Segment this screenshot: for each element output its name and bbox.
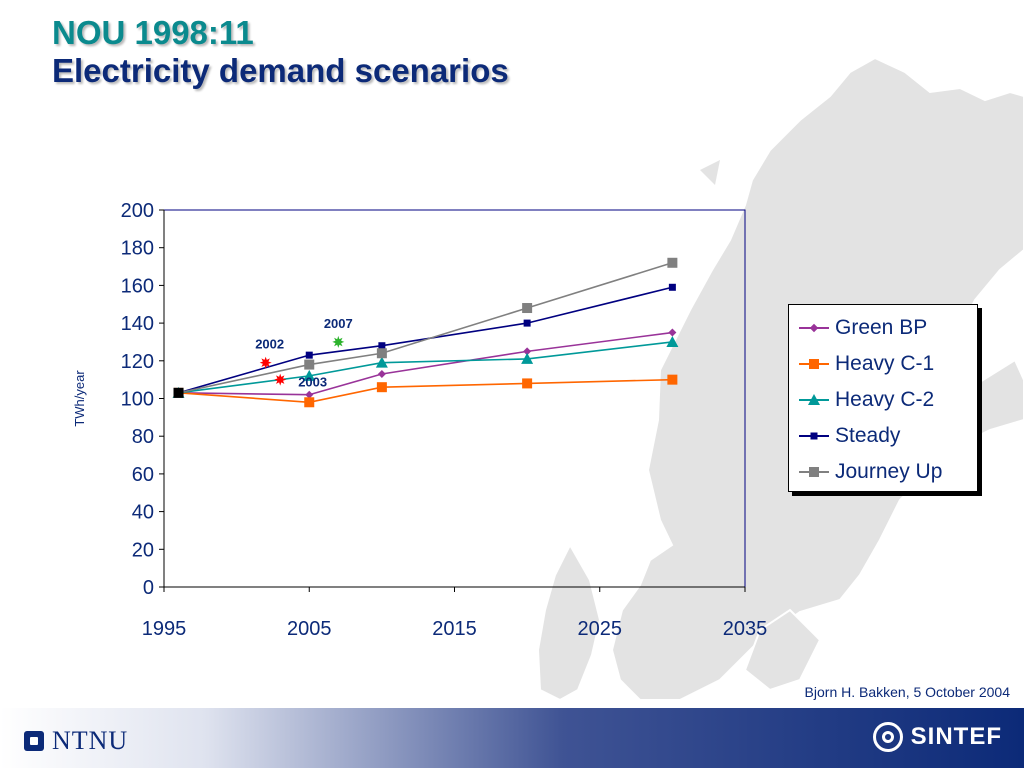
series-point-3	[378, 342, 386, 350]
annotation-label-2002: 2002	[255, 337, 284, 352]
y-tick-label: 180	[121, 238, 154, 260]
legend-swatch	[797, 429, 831, 443]
chart-annotations: 2002 2003 2007	[255, 316, 353, 390]
series-point-3	[305, 351, 313, 359]
series-point-1	[376, 382, 387, 393]
legend-label: Green BP	[835, 316, 928, 339]
series-line-4	[178, 262, 673, 394]
x-tick-label: 2005	[287, 618, 332, 640]
annotation-star-2007	[332, 335, 345, 348]
x-tick-label: 1995	[142, 618, 187, 640]
series-point-4	[667, 257, 678, 268]
legend-item: Green BP	[797, 313, 927, 343]
demand-line-chart: 0 20 40 60 80 100 120 140 160 180 200 1995 2005 2015 2…	[72, 200, 767, 640]
annotation-star-2002	[259, 356, 272, 369]
legend-label: Journey Up	[835, 460, 943, 483]
y-tick-label: 160	[121, 275, 154, 297]
series-point-0	[305, 390, 314, 399]
series-point-4	[522, 303, 533, 314]
footer-bar: NTNU SINTEF	[0, 708, 1024, 768]
series-point-0	[668, 328, 677, 337]
series-point-2	[303, 369, 316, 381]
x-tick-label: 2015	[432, 618, 477, 640]
start-point-marker	[173, 387, 184, 398]
y-tick-label: 60	[132, 464, 154, 486]
slide-title: NOU 1998:11 Electricity demand scenarios	[52, 14, 509, 90]
x-tick-label: 2035	[723, 618, 768, 640]
annotation-star-2003	[274, 373, 287, 386]
y-tick-label: 120	[121, 351, 154, 373]
series-point-4	[376, 348, 387, 359]
series-point-1	[304, 397, 315, 408]
y-tick-label: 0	[143, 577, 154, 599]
legend-item: Steady	[797, 421, 900, 451]
ntnu-square-icon	[24, 731, 44, 751]
legend-swatch	[797, 465, 831, 479]
y-tick-label: 140	[121, 313, 154, 335]
series-point-0	[377, 369, 386, 378]
series-point-2	[375, 356, 388, 368]
legend-swatch	[797, 357, 831, 371]
series-point-1	[522, 378, 533, 389]
y-tick-label: 40	[132, 502, 154, 524]
ntnu-logo-text: NTNU	[52, 726, 129, 755]
x-tick-label: 2025	[578, 618, 623, 640]
series-point-3	[668, 283, 676, 291]
y-axis-title: TWh/year	[72, 370, 87, 427]
legend-item: Heavy C-2	[797, 385, 934, 415]
legend-label: Heavy C-2	[835, 388, 935, 411]
sintef-ring-icon	[872, 722, 903, 752]
series-point-4	[304, 359, 315, 370]
series-point-2	[521, 352, 534, 364]
legend-label: Steady	[835, 424, 901, 447]
legend-item: Heavy C-1	[797, 349, 934, 379]
title-line-2: Electricity demand scenarios	[52, 52, 509, 89]
series-point-2	[666, 335, 679, 347]
legend-item: Journey Up	[797, 457, 942, 487]
sintef-logo: SINTEF	[872, 722, 1002, 752]
chart-axes: 0 20 40 60 80 100 120 140 160 180 200 1995 2005 2015 2…	[72, 200, 767, 640]
author-credit: Bjorn H. Bakken, 5 October 2004	[804, 684, 1010, 700]
series-point-3	[523, 319, 531, 327]
title-line-1: NOU 1998:11	[52, 14, 254, 51]
legend-swatch	[797, 393, 831, 407]
y-tick-label: 100	[121, 389, 154, 411]
legend-label: Heavy C-1	[835, 352, 935, 375]
sintef-logo-text: SINTEF	[910, 723, 1002, 750]
chart-legend: Green BP Heavy C-1 Heavy C-2 Steady Journey …	[788, 304, 978, 492]
y-tick-label: 20	[132, 539, 154, 561]
annotation-label-2003: 2003	[298, 375, 327, 390]
y-tick-label: 200	[121, 200, 154, 222]
chart-series	[172, 257, 679, 408]
series-point-1	[667, 374, 678, 385]
series-point-0	[523, 347, 532, 356]
legend-swatch	[797, 321, 831, 335]
ntnu-logo: NTNU	[24, 726, 128, 756]
annotation-label-2007: 2007	[324, 316, 353, 331]
y-tick-label: 80	[132, 426, 154, 448]
